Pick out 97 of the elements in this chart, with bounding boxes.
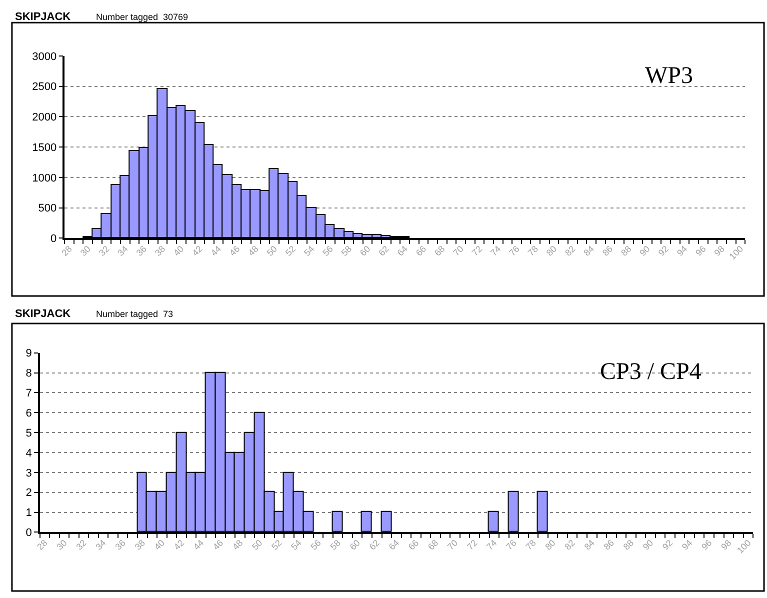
y-tick-label: 2000	[32, 112, 57, 124]
x-tick-label: 58	[339, 244, 354, 258]
x-tick-label: 44	[208, 244, 224, 258]
x-tick-label: 92	[660, 538, 675, 552]
x-tick-label: 88	[619, 244, 634, 258]
x-tick-label: 36	[113, 538, 128, 552]
x-tick-label: 40	[152, 538, 167, 552]
x-tick-label: 82	[563, 244, 578, 258]
x-tick-label: 80	[544, 244, 559, 258]
x-tick-label: 86	[602, 538, 616, 552]
x-tick-label: 66	[406, 538, 421, 552]
x-tick-label: 66	[414, 244, 428, 258]
x-tick-label: 88	[621, 538, 636, 552]
x-tick-label: 44	[191, 538, 206, 552]
x-tick-label: 42	[172, 538, 186, 552]
chart-title: SKIPJACK	[15, 11, 71, 23]
y-tick-label: 1500	[32, 142, 57, 154]
x-tick-label: 48	[230, 538, 245, 552]
x-tick-label: 70	[446, 538, 460, 552]
y-tick-label: 3	[26, 467, 32, 480]
x-tick-label: 50	[264, 244, 279, 258]
x-tick-label: 68	[432, 244, 447, 258]
x-tick-label: 78	[526, 244, 540, 258]
x-tick-label: 32	[74, 538, 88, 552]
x-tick-label: 72	[470, 244, 484, 258]
y-tick-label: 7	[26, 388, 32, 400]
x-tick-label: 28	[60, 244, 74, 258]
y-tick-label: 3000	[32, 50, 57, 63]
x-tick-label: 34	[94, 538, 108, 552]
x-tick-label: 54	[289, 538, 304, 552]
x-tick-label: 34	[116, 244, 130, 258]
x-tick-label: 38	[132, 538, 147, 552]
x-tick-label: 74	[484, 538, 499, 552]
x-tick-label: 94	[674, 244, 690, 258]
x-tick-label: 74	[488, 244, 503, 258]
x-tick-label: 36	[134, 244, 148, 258]
x-tick-label: 56	[308, 538, 323, 552]
x-tick-label: 62	[376, 244, 391, 258]
x-tick-label: 96	[700, 538, 714, 552]
y-tick-label: 0	[50, 233, 57, 246]
x-tick-label: 64	[386, 538, 402, 552]
y-tick-label: 4	[26, 447, 32, 460]
x-tick-label: 48	[246, 244, 260, 258]
y-tick-label: 1000	[32, 172, 57, 184]
x-tick-label: 40	[172, 244, 186, 258]
x-tick-label: 30	[54, 538, 69, 552]
x-tick-label: 64	[395, 244, 410, 258]
x-tick-label: 62	[367, 538, 382, 552]
x-tick-label: 30	[78, 244, 93, 258]
x-tick-label: 60	[348, 538, 362, 552]
x-tick-label: 52	[270, 538, 284, 552]
x-tick-label: 70	[451, 244, 466, 258]
x-tick-label: 98	[719, 538, 734, 552]
chart-subtitle: Number tagged 73	[96, 309, 174, 319]
x-tick-label: 32	[97, 244, 112, 258]
x-tick-label: 96	[694, 244, 708, 258]
annotation: WP3	[645, 63, 693, 89]
x-tick-label: 46	[228, 244, 242, 258]
y-tick-label: 6	[26, 408, 32, 420]
y-tick-label: 5	[26, 427, 32, 440]
x-tick-label: 76	[504, 538, 518, 552]
y-tick-label: 2500	[32, 81, 57, 94]
x-tick-label: 28	[35, 538, 50, 552]
y-tick-label: 0	[26, 527, 32, 540]
x-tick-label: 84	[582, 244, 596, 258]
x-tick-label: 72	[465, 538, 480, 552]
x-tick-label: 76	[507, 244, 522, 258]
x-tick-label: 58	[328, 538, 342, 552]
annotation: CP3 / CP4	[600, 359, 702, 385]
x-tick-label: 68	[426, 538, 440, 552]
x-tick-label: 78	[524, 538, 538, 552]
x-tick-label: 98	[712, 244, 726, 258]
x-tick-label: 92	[656, 244, 670, 258]
x-tick-label: 80	[543, 538, 558, 552]
y-tick-label: 500	[38, 202, 57, 215]
x-tick-label: 90	[640, 538, 656, 552]
x-tick-label: 84	[582, 538, 596, 552]
x-tick-label: 42	[190, 244, 204, 258]
y-tick-label: 1	[26, 507, 32, 520]
x-tick-label: 90	[638, 244, 652, 258]
y-tick-label: 2	[26, 487, 32, 500]
chart-title: SKIPJACK	[15, 308, 71, 320]
x-tick-label: 82	[562, 538, 577, 552]
x-tick-label: 38	[152, 244, 168, 258]
y-tick-label: 8	[26, 368, 32, 380]
x-tick-label: 56	[320, 244, 335, 258]
x-tick-label: 54	[302, 244, 316, 258]
x-tick-label: 94	[680, 538, 694, 552]
x-tick-label: 46	[210, 538, 226, 552]
x-tick-label: 100	[735, 538, 753, 556]
y-tick-label: 9	[26, 348, 32, 360]
x-tick-label: 52	[283, 244, 298, 258]
chart-subtitle: Number tagged 30769	[96, 12, 188, 22]
x-tick-label: 100	[727, 244, 746, 262]
x-tick-label: 60	[358, 244, 372, 258]
x-tick-label: 86	[600, 244, 615, 258]
x-tick-label: 50	[250, 538, 264, 552]
